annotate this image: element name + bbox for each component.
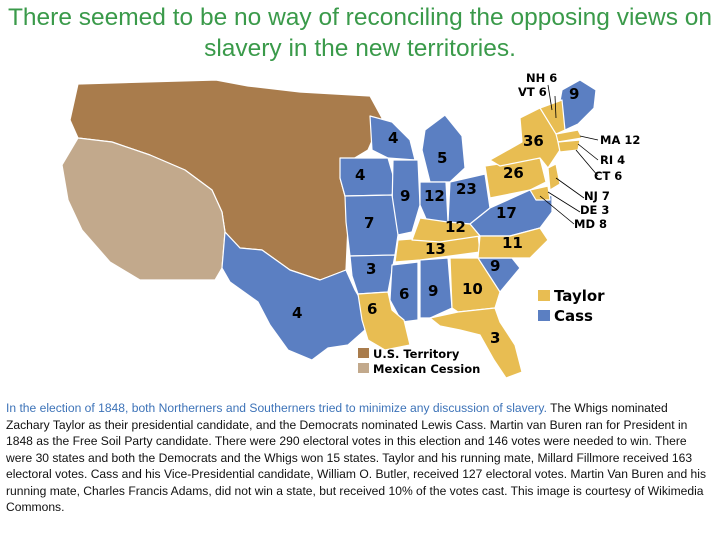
state-alabama	[419, 257, 453, 319]
state-louisiana	[357, 291, 411, 351]
label-virginia: 17	[496, 204, 517, 222]
label-indiana: 12	[424, 187, 445, 205]
caption: In the election of 1848, both Northerner…	[6, 400, 714, 516]
state-mississippi	[389, 261, 419, 323]
page-title: There seemed to be no way of reconciling…	[7, 4, 713, 62]
state-michigan	[421, 114, 466, 183]
state-vermont-nh	[539, 99, 566, 135]
legend-cession-label: Mexican Cession	[373, 362, 480, 376]
label-illinois: 9	[400, 187, 410, 205]
state-massachusetts	[555, 129, 583, 143]
label-arkansas: 3	[366, 260, 376, 278]
label-tennessee: 13	[425, 240, 446, 258]
label-florida: 3	[490, 329, 500, 347]
state-north-carolina	[477, 227, 549, 259]
label-alabama: 9	[428, 282, 438, 300]
label-louisiana: 6	[367, 300, 377, 318]
label-texas: 4	[292, 304, 302, 322]
label-north-carolina: 11	[502, 234, 523, 252]
callout-md: MD 8	[574, 217, 607, 231]
caption-body: The Whigs nominated Zachary Taylor as th…	[6, 401, 706, 514]
callout-nj: NJ 7	[584, 189, 610, 203]
label-pennsylvania: 26	[503, 164, 524, 182]
label-mississippi: 6	[399, 285, 409, 303]
legend-territory-swatch	[358, 348, 369, 358]
legend-taylor-swatch	[538, 290, 550, 301]
state-delaware-maryland	[529, 185, 551, 201]
label-south-carolina: 9	[490, 257, 500, 275]
callout-de: DE 3	[580, 203, 609, 217]
label-wisconsin: 4	[388, 129, 398, 147]
callout-ct: CT 6	[594, 169, 622, 183]
label-iowa: 4	[355, 166, 365, 184]
legend-taylor-label: Taylor	[554, 287, 605, 305]
callout-ri: RI 4	[600, 153, 625, 167]
legend-cass-swatch	[538, 310, 550, 321]
label-missouri: 7	[364, 214, 374, 232]
state-texas	[221, 231, 366, 361]
label-ohio: 23	[456, 180, 477, 198]
state-iowa	[339, 157, 396, 197]
legend-territory-label: U.S. Territory	[373, 347, 460, 361]
callout-nh: NH 6	[526, 71, 557, 85]
state-connecticut-ri	[557, 139, 581, 153]
label-kentucky: 12	[445, 218, 466, 236]
label-georgia: 10	[462, 280, 483, 298]
legend-cession-swatch	[358, 363, 369, 373]
legend-cass-label: Cass	[554, 307, 593, 325]
label-new-york: 36	[523, 132, 544, 150]
callout-ma: MA 12	[600, 133, 640, 147]
state-florida	[429, 307, 523, 379]
state-new-jersey	[547, 163, 561, 191]
election-map-1848: 4 4 4 5 9 12 23 7 3 6 6 9 10 3 13 12 17 …	[61, 71, 640, 379]
label-maine: 9	[569, 85, 579, 103]
caption-lead: In the election of 1848, both Northerner…	[6, 401, 547, 415]
callout-vt: VT 6	[518, 85, 547, 99]
label-michigan: 5	[437, 149, 447, 167]
